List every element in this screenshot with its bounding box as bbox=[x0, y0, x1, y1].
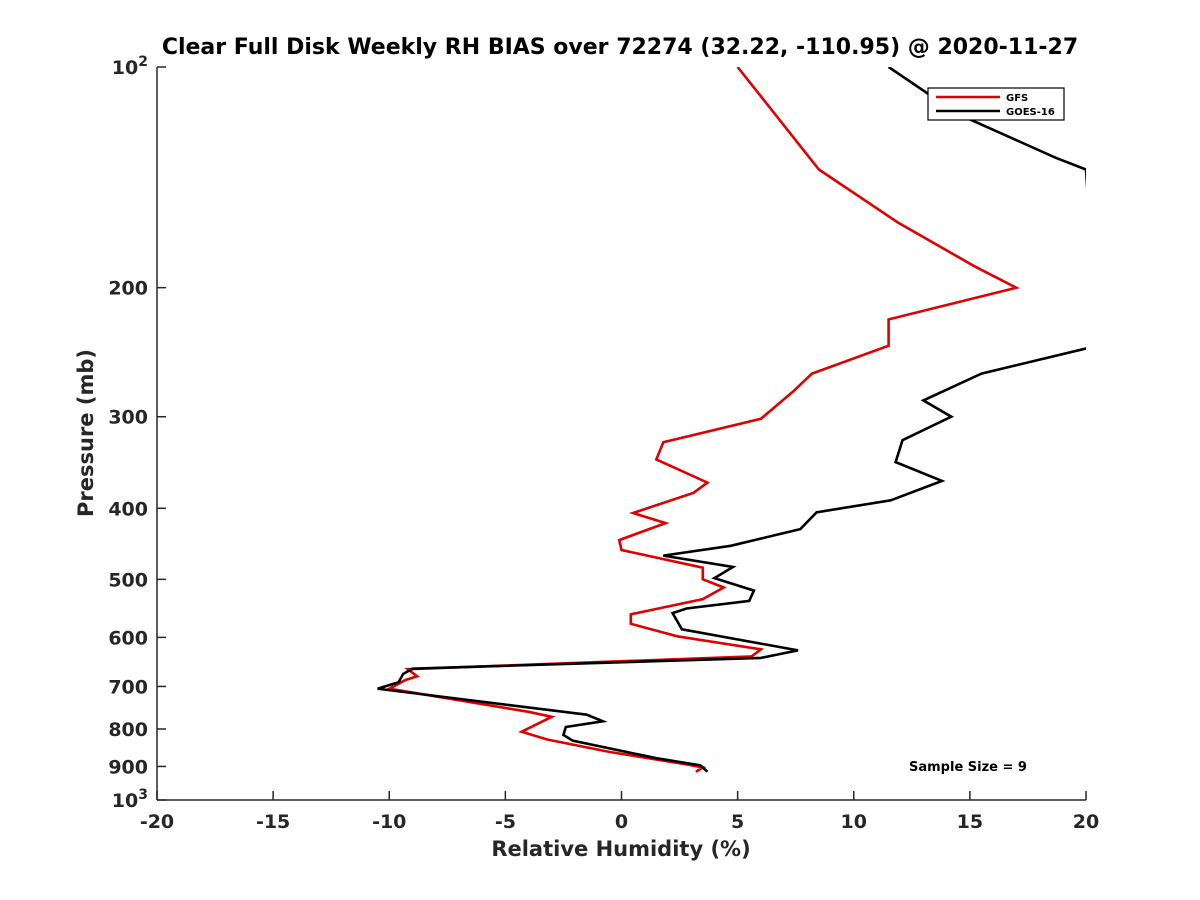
series-layer bbox=[377, 67, 1086, 773]
x-tick-label: -15 bbox=[256, 811, 290, 833]
x-tick-label: 15 bbox=[957, 811, 983, 833]
chart-title: Clear Full Disk Weekly RH BIAS over 7227… bbox=[162, 35, 1078, 60]
y-tick-label: 500 bbox=[108, 569, 148, 591]
x-tick-label: 5 bbox=[731, 811, 744, 833]
y-tick-label: 700 bbox=[108, 676, 148, 698]
y-axis-label: Pressure (mb) bbox=[74, 349, 98, 517]
x-axis-label: Relative Humidity (%) bbox=[491, 837, 750, 861]
y-tick-label: 800 bbox=[108, 719, 148, 741]
y-tick-label: 400 bbox=[108, 498, 148, 520]
x-tick-label: 0 bbox=[615, 811, 628, 833]
sample-size-annotation: Sample Size = 9 bbox=[909, 760, 1027, 775]
y-tick-label: 600 bbox=[108, 627, 148, 649]
y-tick-label: 900 bbox=[108, 756, 148, 778]
x-tick-label: -10 bbox=[372, 811, 406, 833]
legend-label-goes16: GOES-16 bbox=[1006, 107, 1055, 118]
legend-box bbox=[927, 87, 1065, 121]
x-tick-label: -5 bbox=[495, 811, 516, 833]
y-tick-label: 102 bbox=[112, 54, 148, 79]
x-tick-label: 20 bbox=[1073, 811, 1099, 833]
x-tick-label: 10 bbox=[841, 811, 867, 833]
y-tick-label: 200 bbox=[108, 278, 148, 300]
axes-layer: -20 -15 -10 -5 0 5 10 15 20 102 200 300 400 500 600 700… bbox=[108, 54, 1099, 833]
series-line-gfs bbox=[385, 67, 1020, 773]
x-tick-label: -20 bbox=[140, 811, 174, 833]
series-line-goes16 bbox=[377, 67, 1086, 773]
y-tick-label: 300 bbox=[108, 407, 148, 429]
y-tick-label: 103 bbox=[112, 787, 148, 812]
legend: GFS GOES-16 bbox=[927, 87, 1065, 121]
legend-label-gfs: GFS bbox=[1006, 93, 1028, 104]
